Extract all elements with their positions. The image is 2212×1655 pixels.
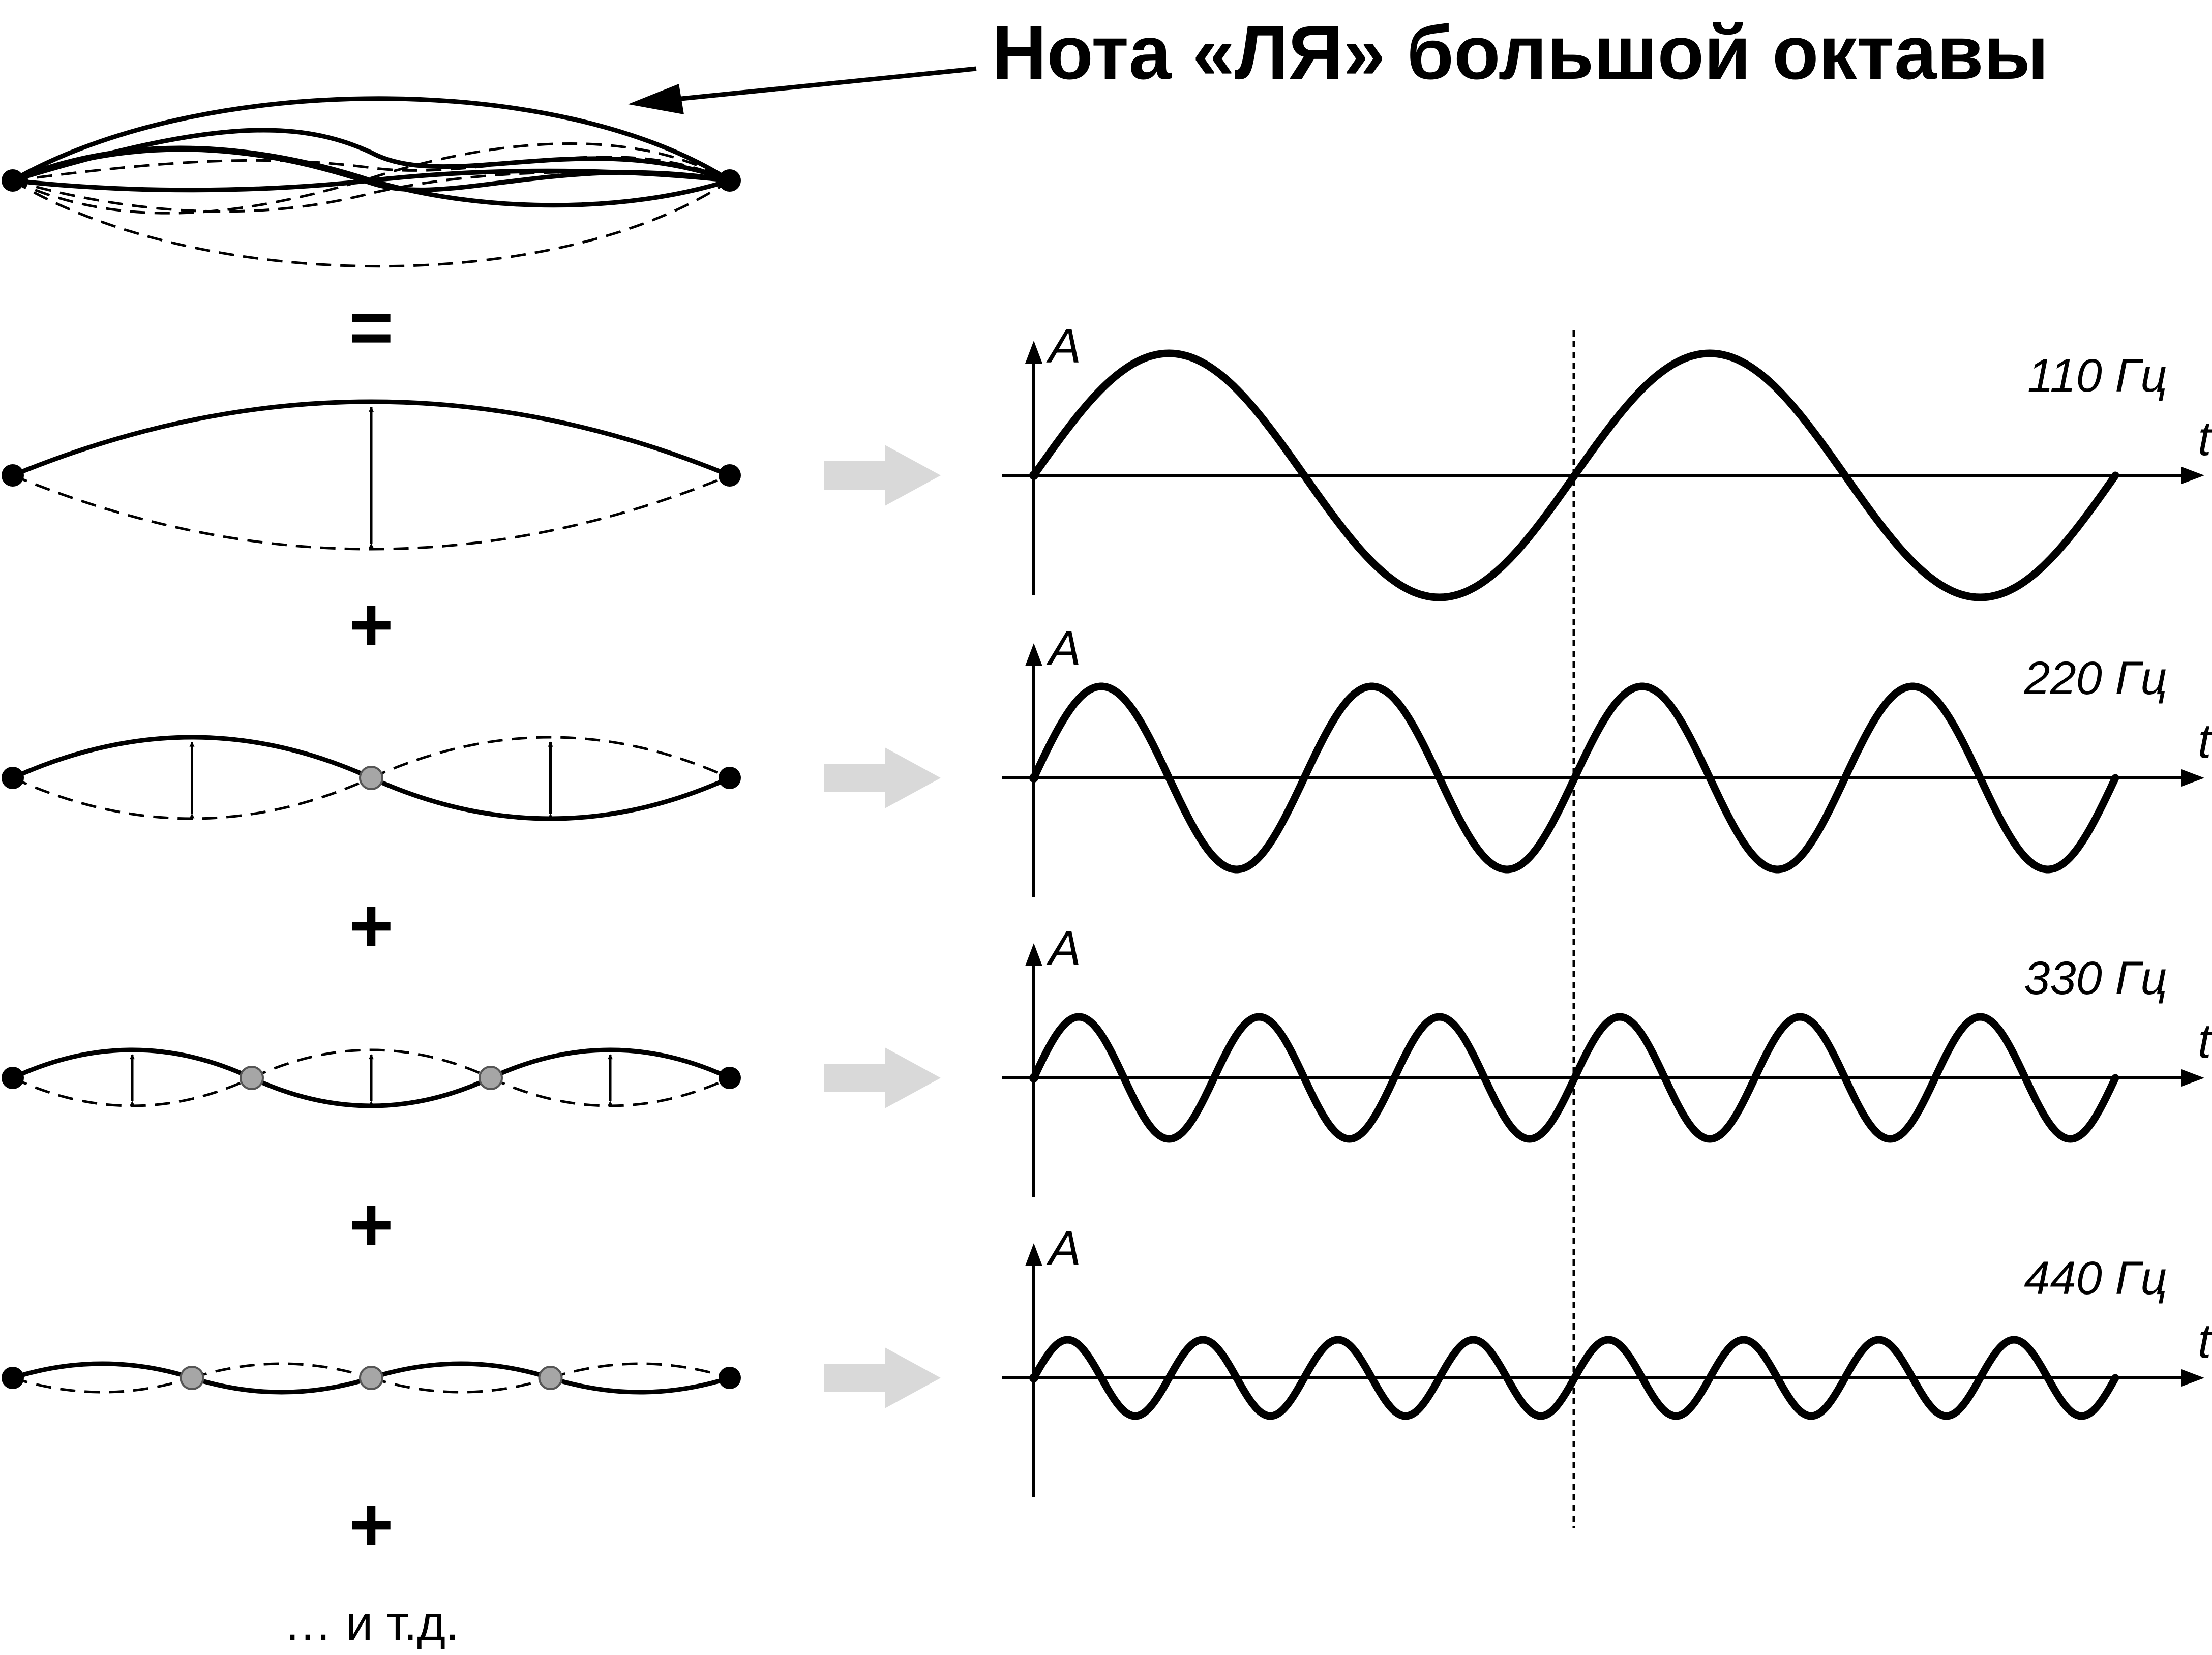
amplitude-axis-arrowhead	[1025, 1243, 1042, 1266]
sine-wave	[1030, 682, 2119, 874]
harmonic-row-2: At 220 Гц	[2, 621, 2212, 897]
string-dashed-segment	[12, 1376, 193, 1394]
string-dashed-segment	[370, 736, 731, 779]
plus-sign: +	[349, 883, 394, 968]
amplitude-axis-label: A	[1046, 1221, 1081, 1276]
right-arrow-icon	[824, 445, 941, 506]
string-solid-segment	[191, 1375, 372, 1395]
node-point	[538, 1366, 563, 1390]
node-point	[359, 1366, 383, 1390]
string-solid-segment	[550, 1375, 731, 1395]
string-solid-segment	[370, 1361, 551, 1380]
string-endpoint	[2, 767, 24, 789]
amplitude-axis-arrowhead	[1025, 643, 1042, 666]
string-dashed-segment	[550, 1362, 730, 1379]
amplitude-axis-arrowhead	[1025, 943, 1042, 966]
node-point	[479, 1066, 503, 1090]
etc-label: … и т.д.	[283, 1596, 459, 1650]
frequency-label: 110 Гц	[2027, 350, 2167, 402]
plus-sign: +	[349, 1182, 394, 1267]
right-arrow-icon	[824, 1347, 941, 1408]
wave-origin	[1029, 471, 1038, 480]
right-arrow-icon	[824, 1047, 941, 1108]
string-dashed-segment	[12, 776, 372, 820]
node-point	[240, 1066, 264, 1090]
amplitude-axis-arrowhead	[1025, 341, 1042, 364]
frequency-label: 220 Гц	[2023, 652, 2167, 704]
plus-sign: +	[349, 1482, 394, 1567]
string-dashed-segment	[191, 1362, 372, 1379]
harmonic-row-1: At 110 Гц	[2, 319, 2212, 601]
string-endpoint	[2, 464, 24, 487]
string-endpoint	[719, 1067, 741, 1089]
frequency-label: 440 Гц	[2024, 1252, 2167, 1304]
frequency-label: 330 Гц	[2024, 952, 2167, 1004]
time-axis-arrowhead	[2181, 769, 2204, 787]
string-endpoint	[719, 1367, 741, 1389]
string-dashed-segment	[12, 474, 730, 551]
amplitude-axis-label: A	[1046, 319, 1081, 373]
string-solid-segment	[370, 775, 731, 821]
title-pointer-arrow	[628, 66, 977, 114]
string-endpoint	[2, 1067, 24, 1089]
harmonic-row-4: At 440 Гц	[2, 1221, 2212, 1497]
node-point	[180, 1366, 204, 1390]
time-axis-label: t	[2198, 411, 2212, 466]
time-axis-arrowhead	[2181, 1069, 2204, 1087]
string-solid-segment	[12, 735, 372, 780]
plus-sign: +	[349, 582, 394, 667]
string-dashed-segment	[251, 1048, 492, 1079]
harmonic-row-3: At 330 Гц	[2, 921, 2212, 1197]
wave-origin	[1029, 773, 1038, 783]
time-axis-arrowhead	[2181, 1369, 2204, 1387]
string-solid-segment	[12, 1361, 193, 1380]
time-axis-label: t	[2198, 1314, 2212, 1368]
amplitude-axis-label: A	[1046, 621, 1081, 676]
string-solid-segment	[12, 1047, 253, 1080]
time-axis-arrowhead	[2181, 467, 2204, 484]
harmonic-rows: At 110 Гц At 220 Гц At 330 Гц At 440 Гц	[2, 319, 2212, 1497]
wave-origin	[1029, 1073, 1038, 1082]
string-dashed-segment	[371, 1376, 551, 1394]
equals-sign: =	[349, 284, 394, 370]
amplitude-axis-label: A	[1046, 921, 1081, 976]
string-solid-segment	[12, 399, 731, 478]
string-solid-segment	[490, 1047, 731, 1080]
string-endpoint	[719, 464, 741, 487]
right-arrow-icon	[824, 747, 941, 808]
node-point	[359, 766, 383, 790]
wave-origin	[1029, 1373, 1038, 1382]
time-axis-label: t	[2198, 1014, 2212, 1068]
title: Нота «ЛЯ» большой октавы	[992, 10, 2049, 95]
composite-string	[2, 96, 741, 268]
string-endpoint	[719, 767, 741, 789]
string-endpoint	[2, 1367, 24, 1389]
time-axis-label: t	[2198, 714, 2212, 768]
